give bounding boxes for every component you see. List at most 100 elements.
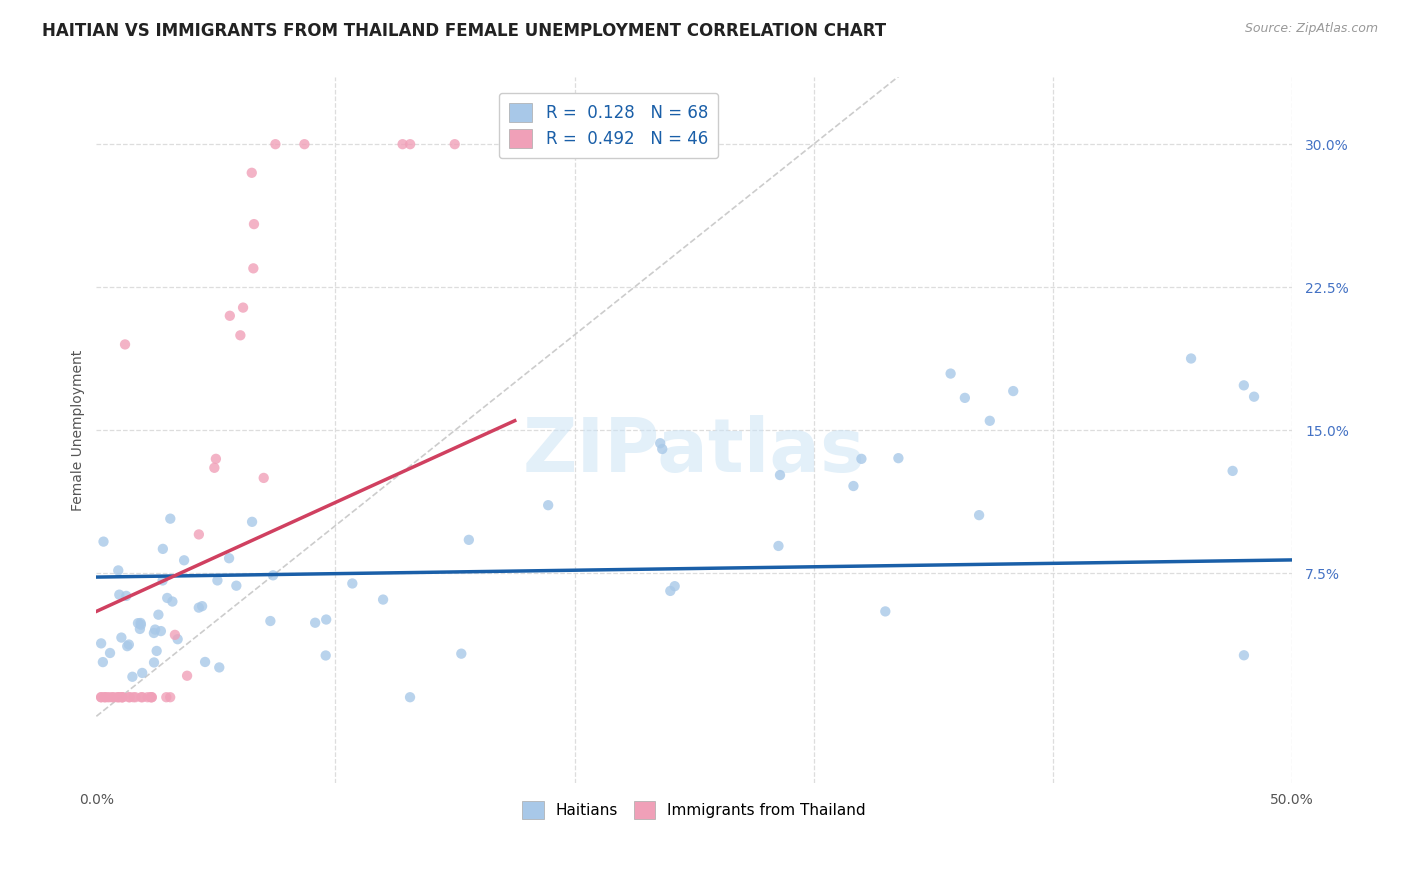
Point: [243, 217, 266, 231]
Point: [875, 604, 897, 618]
Point: [769, 468, 792, 483]
Point: [117, 639, 139, 653]
Point: [1233, 378, 1256, 392]
Point: [124, 690, 146, 705]
Point: [162, 594, 184, 608]
Point: [208, 660, 231, 674]
Point: [103, 690, 125, 705]
Point: [105, 690, 128, 705]
Point: [122, 690, 145, 705]
Point: [129, 615, 152, 630]
Point: [202, 460, 225, 475]
Point: [98, 690, 121, 705]
Point: [207, 574, 229, 588]
Point: [664, 579, 686, 593]
Point: [1233, 648, 1256, 663]
Text: HAITIAN VS IMMIGRANTS FROM THAILAND FEMALE UNEMPLOYMENT CORRELATION CHART: HAITIAN VS IMMIGRANTS FROM THAILAND FEMA…: [42, 22, 886, 40]
Point: [159, 511, 181, 525]
Point: [173, 553, 195, 567]
Point: [1180, 351, 1202, 366]
Point: [115, 589, 138, 603]
Text: ZIPatlas: ZIPatlas: [523, 415, 865, 488]
Point: [176, 669, 198, 683]
Point: [152, 541, 174, 556]
Point: [264, 137, 287, 152]
Point: [149, 624, 172, 638]
Point: [218, 551, 240, 566]
Point: [939, 367, 962, 381]
Point: [90, 690, 112, 705]
Point: [143, 623, 166, 637]
Point: [967, 508, 990, 523]
Point: [118, 638, 141, 652]
Point: [129, 622, 152, 636]
Point: [240, 515, 263, 529]
Point: [537, 137, 560, 152]
Point: [131, 690, 153, 705]
Point: [166, 632, 188, 647]
Point: [1222, 464, 1244, 478]
Point: [155, 690, 177, 705]
Point: [96, 690, 118, 705]
Point: [108, 588, 131, 602]
Point: [205, 451, 228, 466]
Point: [294, 137, 316, 152]
Point: [118, 690, 141, 705]
Point: [768, 539, 790, 553]
Point: [342, 576, 364, 591]
Point: [91, 655, 114, 669]
Point: [262, 568, 284, 582]
Point: [450, 647, 472, 661]
Point: [232, 301, 254, 315]
Point: [554, 137, 576, 152]
Point: [108, 690, 131, 705]
Point: [152, 574, 174, 588]
Point: [399, 137, 422, 152]
Point: [110, 631, 132, 645]
Point: [953, 391, 976, 405]
Point: [650, 436, 672, 450]
Point: [93, 690, 115, 705]
Point: [979, 414, 1001, 428]
Point: [139, 690, 162, 705]
Point: [129, 617, 152, 632]
Point: [1002, 384, 1025, 398]
Point: [391, 137, 413, 152]
Point: [129, 690, 152, 705]
Point: [142, 626, 165, 640]
Point: [240, 166, 263, 180]
Point: [136, 690, 159, 705]
Point: [537, 498, 560, 512]
Point: [304, 615, 326, 630]
Point: [371, 592, 394, 607]
Point: [141, 690, 163, 705]
Point: [659, 583, 682, 598]
Point: [114, 337, 136, 351]
Point: [851, 451, 873, 466]
Point: [111, 690, 134, 705]
Point: [145, 644, 167, 658]
Point: [194, 655, 217, 669]
Point: [107, 690, 129, 705]
Point: [94, 690, 117, 705]
Y-axis label: Female Unemployment: Female Unemployment: [72, 350, 86, 511]
Point: [399, 690, 422, 705]
Point: [163, 628, 186, 642]
Point: [187, 527, 209, 541]
Point: [93, 534, 115, 549]
Point: [457, 533, 479, 547]
Point: [259, 614, 281, 628]
Point: [887, 451, 910, 466]
Point: [651, 442, 673, 456]
Point: [315, 613, 337, 627]
Point: [229, 328, 252, 343]
Point: [253, 471, 276, 485]
Point: [111, 690, 134, 705]
Point: [131, 665, 153, 680]
Point: [141, 690, 163, 705]
Point: [225, 579, 247, 593]
Point: [159, 690, 181, 705]
Point: [315, 648, 337, 663]
Point: [191, 599, 214, 614]
Text: Source: ZipAtlas.com: Source: ZipAtlas.com: [1244, 22, 1378, 36]
